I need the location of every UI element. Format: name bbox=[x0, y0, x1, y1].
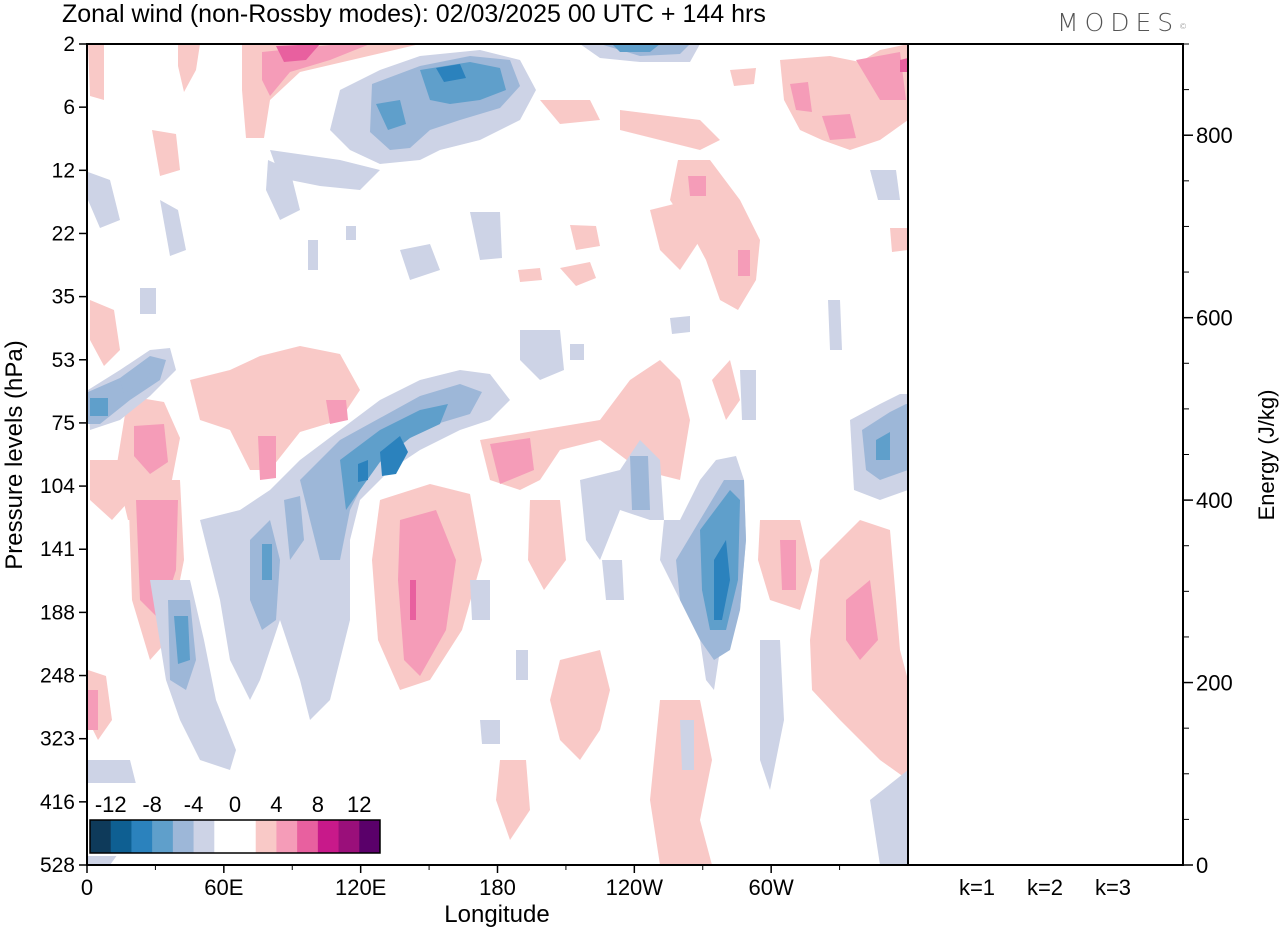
colorbar-swatch bbox=[172, 820, 195, 853]
energy-tick-label: 400 bbox=[1196, 488, 1233, 513]
colorbar: -12 -8 -4 0 4 8 12 bbox=[88, 783, 382, 856]
y-tick-label: 416 bbox=[40, 791, 75, 814]
y-tick-label: 2 bbox=[63, 33, 75, 56]
modes-logo: MODES© bbox=[1057, 8, 1188, 37]
y-tick-label: 188 bbox=[40, 601, 75, 624]
colorbar-swatch bbox=[110, 820, 132, 853]
y-tick-label: 323 bbox=[40, 728, 75, 751]
energy-panel-frame bbox=[907, 43, 1184, 866]
energy-category-label: k=2 bbox=[1027, 875, 1063, 900]
colorbar-swatch bbox=[90, 820, 112, 853]
energy-tick-label: 200 bbox=[1196, 671, 1233, 696]
colorbar-swatch bbox=[193, 820, 215, 853]
x-axis: 0 60E 120E 180 120W 60W bbox=[81, 865, 841, 900]
colorbar-label: -4 bbox=[184, 792, 204, 817]
colorbar-swatch bbox=[338, 820, 360, 853]
x-axis-label: Longitude bbox=[444, 901, 549, 928]
colorbar-label: 0 bbox=[229, 792, 241, 817]
x-tick-label: 120E bbox=[335, 875, 386, 900]
energy-bar bbox=[1091, 864, 1135, 866]
colorbar-swatch bbox=[152, 820, 174, 853]
y-tick-label: 22 bbox=[52, 222, 75, 245]
x-tick-label: 180 bbox=[479, 875, 516, 900]
energy-category-label: k=1 bbox=[959, 875, 995, 900]
colorbar-swatch bbox=[276, 820, 298, 853]
colorbar-label: 8 bbox=[312, 792, 324, 817]
x-tick-label: 60E bbox=[204, 875, 243, 900]
x-tick-label: 0 bbox=[81, 875, 93, 900]
y-tick-label: 12 bbox=[52, 159, 75, 182]
colorbar-swatch bbox=[359, 820, 381, 853]
y-tick-label: 104 bbox=[40, 475, 75, 498]
energy-axis-label: Energy (J/kg) bbox=[1254, 390, 1279, 521]
x-tick-label: 120W bbox=[606, 875, 664, 900]
y-tick-label: 141 bbox=[40, 538, 75, 561]
energy-tick-label: 800 bbox=[1196, 123, 1233, 148]
y-tick-label: 75 bbox=[52, 412, 75, 435]
colorbar-label: 4 bbox=[270, 792, 282, 817]
colorbar-swatch bbox=[214, 820, 236, 853]
energy-tick-label: 600 bbox=[1196, 306, 1233, 331]
y-tick-label: 53 bbox=[52, 349, 75, 372]
heatmap-field bbox=[87, 44, 908, 865]
energy-bar bbox=[955, 864, 999, 866]
colorbar-swatch bbox=[235, 820, 257, 853]
y-tick-label: 35 bbox=[52, 286, 75, 309]
colorbar-swatch bbox=[255, 820, 277, 853]
y-tick-label: 248 bbox=[40, 665, 75, 688]
colorbar-frame bbox=[89, 819, 381, 854]
y-axis: 2 6 12 22 35 53 75 104 141 188 248 323 416 528 bbox=[40, 33, 87, 877]
chart-title: Zonal wind (non-Rossby modes): 02/03/202… bbox=[62, 0, 766, 28]
y-axis-label: Pressure levels (hPa) bbox=[1, 340, 28, 569]
colorbar-label: 12 bbox=[347, 792, 371, 817]
colorbar-label: -12 bbox=[95, 792, 127, 817]
colorbar-swatch bbox=[317, 820, 340, 853]
x-tick-label: 60W bbox=[749, 875, 794, 900]
brand-text: MODES bbox=[1057, 8, 1180, 37]
colorbar-label: -8 bbox=[142, 792, 162, 817]
energy-category-label: k=3 bbox=[1095, 875, 1131, 900]
y-tick-label: 528 bbox=[40, 854, 75, 877]
energy-axis: 0 200 400 600 800 bbox=[1183, 43, 1233, 878]
energy-tick-label: 0 bbox=[1196, 853, 1208, 878]
y-tick-label: 6 bbox=[63, 96, 75, 119]
colorbar-swatch bbox=[297, 820, 319, 853]
energy-bars: k=1 k=2 k=3 bbox=[955, 864, 1135, 900]
energy-bar bbox=[1023, 864, 1067, 866]
colorbar-swatch bbox=[131, 820, 153, 853]
